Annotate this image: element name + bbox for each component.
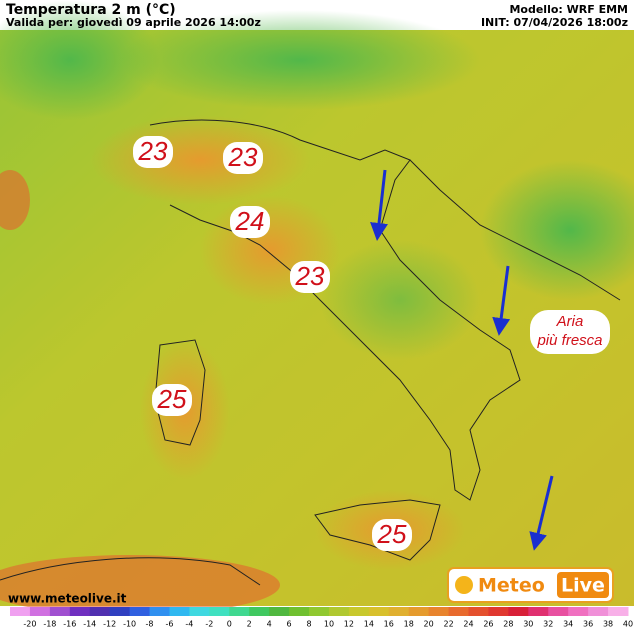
callout-box xyxy=(372,519,412,551)
callout: 24 xyxy=(235,206,265,236)
colorbar-tick-label: 36 xyxy=(583,620,593,629)
colorbar-tick-label: 12 xyxy=(344,620,354,629)
website: www.meteolive.it xyxy=(8,592,127,606)
colorbar-swatch xyxy=(488,607,509,616)
colorbar-tick-label: 8 xyxy=(306,620,311,629)
colorbar-tick-label: -18 xyxy=(43,620,56,629)
callout: 25 xyxy=(377,519,407,549)
colorbar-tick-label: 40 xyxy=(623,620,633,629)
colorbar-swatch xyxy=(528,607,549,616)
note: Aria xyxy=(556,313,584,330)
callout-box xyxy=(223,142,263,174)
init-time: INIT: 07/04/2026 18:00z xyxy=(481,16,628,29)
colorbar-swatch xyxy=(149,607,170,616)
logo-badge xyxy=(557,572,609,598)
colorbar-tick-label: -20 xyxy=(23,620,36,629)
colorbar-swatch xyxy=(129,607,151,616)
colorbar-tick-label: -16 xyxy=(63,620,76,629)
arrow xyxy=(492,265,511,336)
colorbar-tick-label: -10 xyxy=(123,620,136,629)
note-box xyxy=(530,310,610,354)
valid-time: Valida per: giovedì 09 aprile 2026 14:00… xyxy=(6,16,261,29)
colorbar-tick-label: -12 xyxy=(103,620,116,629)
colorbar-swatch xyxy=(608,607,629,616)
colorbar-tick-label: -14 xyxy=(83,620,96,629)
colorbar-tick-label: 0 xyxy=(227,620,232,629)
colorbar-swatch xyxy=(428,607,450,616)
colorbar-tick-label: 4 xyxy=(267,620,272,629)
colorbar-swatch xyxy=(348,607,370,616)
callout: 23 xyxy=(138,136,168,166)
callout-box xyxy=(152,384,192,416)
colorbar-swatch xyxy=(229,607,250,616)
colorbar-tick-label: 14 xyxy=(364,620,374,629)
colorbar-tick-label: 10 xyxy=(324,620,334,629)
model: Modello: WRF EMM xyxy=(509,3,628,16)
callout: 23 xyxy=(295,261,325,291)
colorbar-swatch xyxy=(408,607,430,616)
colorbar-tick-label: 20 xyxy=(424,620,434,629)
callout: 25 xyxy=(157,384,187,414)
logo-text: Live xyxy=(561,575,605,597)
colorbar-tick-label: 2 xyxy=(247,620,252,629)
arrow xyxy=(370,169,388,241)
colorbar-swatch xyxy=(289,607,310,616)
callout-box xyxy=(230,206,270,238)
callout: 23 xyxy=(228,142,258,172)
colorbar-swatch xyxy=(69,607,91,616)
colorbar-swatch xyxy=(269,607,290,616)
colorbar-swatch xyxy=(29,607,51,616)
colorbar-swatch xyxy=(249,607,270,616)
callout-box xyxy=(290,261,330,293)
colorbar-swatch xyxy=(49,607,71,616)
colorbar-swatch xyxy=(328,607,350,616)
colorbar-swatch xyxy=(368,607,390,616)
colorbar-tick-label: 16 xyxy=(384,620,394,629)
callout-box xyxy=(133,136,173,168)
colorbar-tick-label: 32 xyxy=(543,620,553,629)
colorbar-swatch xyxy=(588,607,609,616)
colorbar-tick-label: 30 xyxy=(523,620,533,629)
colorbar-tick-label: 24 xyxy=(463,620,473,629)
map: 23 23 24 23 25 25 Aria più fresca www.meteoli… xyxy=(0,0,634,615)
colorbar-tick-label: -6 xyxy=(165,620,173,629)
title: Temperatura 2 m (°C) xyxy=(6,2,176,18)
colorbar-tick-label: 22 xyxy=(443,620,453,629)
colorbar-tick-label: 26 xyxy=(483,620,493,629)
colorbar-tick-label: 18 xyxy=(404,620,414,629)
note: più fresca xyxy=(536,332,602,349)
colorbar-swatch xyxy=(508,607,529,616)
colorbar-tick-label: 28 xyxy=(503,620,513,629)
colorbar-swatch xyxy=(388,607,410,616)
arrow xyxy=(529,475,554,551)
colorbar-tick-label: 34 xyxy=(563,620,573,629)
colorbar-swatch xyxy=(209,607,230,616)
colorbar-tick-label: -4 xyxy=(185,620,193,629)
colorbar-swatch xyxy=(169,607,190,616)
colorbar-swatch xyxy=(109,607,131,616)
colorbar: -20 -18 -16 -14 -12 -10 -8 -6 -4 -2 0 2 4 6 8 10 12 14 16 1… xyxy=(10,607,633,629)
colorbar-swatch xyxy=(448,607,470,616)
colorbar-tick-label: -2 xyxy=(205,620,213,629)
colorbar-swatch xyxy=(189,607,210,616)
logo-sun xyxy=(455,576,473,594)
colorbar-swatch xyxy=(89,607,111,616)
colorbar-tick-label: 6 xyxy=(287,620,292,629)
colorbar-swatch xyxy=(309,607,330,616)
logo-text: Meteo xyxy=(478,575,545,597)
colorbar-swatch xyxy=(568,607,589,616)
colorbar-swatch xyxy=(468,607,489,616)
colorbar-tick-label: 38 xyxy=(603,620,613,629)
colorbar-swatch xyxy=(548,607,569,616)
colorbar-tick-label: -8 xyxy=(146,620,154,629)
colorbar-swatch xyxy=(10,607,31,616)
